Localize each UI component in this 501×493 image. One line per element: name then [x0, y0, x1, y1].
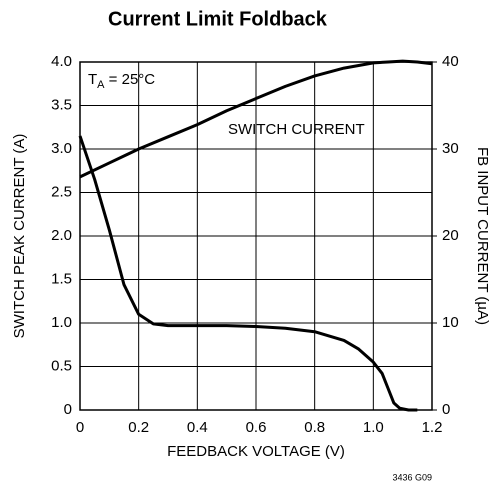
y2-axis-label: FB INPUT CURRENT (µA) — [474, 147, 491, 325]
series-line — [79, 59, 433, 179]
footnote: 3436 G09 — [392, 472, 432, 482]
x-tick-label: 0.8 — [304, 419, 325, 436]
series-line — [78, 135, 418, 412]
x-tick-label: 1.0 — [363, 419, 384, 436]
y2-tick-label: 30 — [442, 140, 459, 157]
y2-tick-label: 40 — [442, 53, 459, 70]
y2-tick-label: 20 — [442, 227, 459, 244]
x-tick-label: 0.4 — [187, 419, 208, 436]
y-tick-label: 0.5 — [51, 357, 72, 374]
x-tick-label: 0.2 — [128, 419, 149, 436]
y-tick-label: 3.5 — [51, 96, 72, 113]
x-tick-label: 0.6 — [246, 419, 267, 436]
y2-tick-label: 0 — [442, 401, 450, 418]
y-tick-label: 2.5 — [51, 183, 72, 200]
annotation-sub: A — [97, 79, 105, 91]
y-tick-label: 1.5 — [51, 270, 72, 287]
y-tick-label: 4.0 — [51, 53, 72, 70]
x-axis-label: FEEDBACK VOLTAGE (V) — [167, 443, 345, 460]
y-tick-label: 2.0 — [51, 227, 72, 244]
y-tick-label: 1.0 — [51, 314, 72, 331]
series-label: SWITCH CURRENT — [228, 121, 365, 138]
x-tick-label: 1.2 — [422, 419, 443, 436]
annotation-part: = 25°C — [105, 71, 156, 88]
annotation: TA = 25°C — [88, 71, 155, 91]
annotation-part: T — [88, 71, 97, 88]
y-axis-label: SWITCH PEAK CURRENT (A) — [11, 134, 28, 339]
plot-frame — [79, 61, 433, 411]
y-tick-label: 0 — [64, 401, 72, 418]
y2-tick-label: 10 — [442, 314, 459, 331]
y-tick-label: 3.0 — [51, 140, 72, 157]
chart-title: Current Limit Foldback — [108, 8, 328, 30]
x-tick-label: 0 — [76, 419, 84, 436]
